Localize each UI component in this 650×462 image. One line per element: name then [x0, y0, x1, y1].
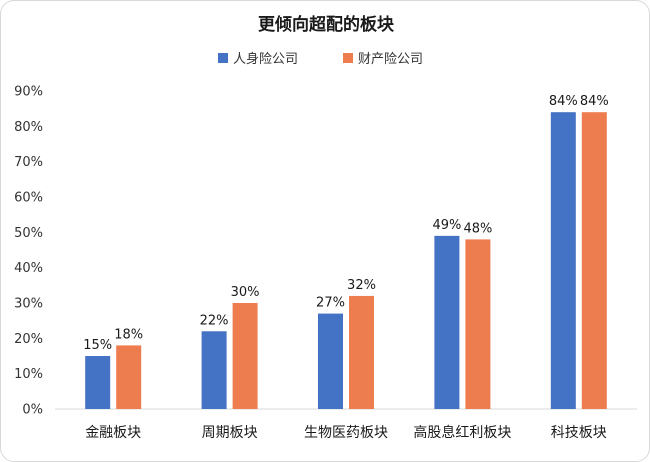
- y-tick-label: 80%: [14, 120, 43, 135]
- y-tick-label: 10%: [14, 367, 43, 382]
- data-label-life-3: 49%: [432, 218, 461, 233]
- data-label-property-2: 32%: [347, 278, 376, 293]
- x-axis: 金融板块 周期板块 生物医药板块 高股息红利板块 科技板块: [85, 424, 607, 441]
- legend: 人身险公司 财产险公司: [218, 51, 423, 67]
- x-category-label: 生物医药板块: [304, 425, 388, 441]
- bar-life-4: [550, 112, 576, 409]
- data-label-life-4: 84%: [549, 94, 578, 109]
- bar-property-3: [465, 239, 491, 409]
- y-tick-label: 90%: [14, 85, 43, 100]
- x-category-label: 科技板块: [551, 425, 607, 441]
- legend-label-life: 人身险公司: [233, 51, 298, 67]
- bar-property-1: [232, 303, 258, 409]
- y-tick-label: 20%: [14, 332, 43, 347]
- data-label-life-1: 22%: [200, 313, 229, 328]
- bar-property-4: [581, 112, 607, 409]
- bar-life-0: [85, 356, 111, 409]
- data-label-property-0: 18%: [114, 327, 143, 342]
- bars: [85, 112, 607, 409]
- legend-swatch-property: [343, 53, 353, 63]
- y-tick-label: 30%: [14, 297, 43, 312]
- data-label-life-2: 27%: [316, 296, 345, 311]
- bar-life-1: [201, 331, 227, 409]
- bar-life-3: [434, 235, 460, 409]
- y-tick-label: 70%: [14, 155, 43, 170]
- data-labels: 15%18% 22%30% 27%32% 49% 48% 84% 84%: [83, 94, 609, 353]
- x-category-label: 周期板块: [202, 425, 258, 441]
- data-label-life-0: 15%: [83, 338, 112, 353]
- legend-label-property: 财产险公司: [358, 52, 423, 67]
- x-category-label: 金融板块: [85, 425, 141, 441]
- y-tick-label: 60%: [14, 191, 43, 206]
- data-label-property-3: 48%: [463, 221, 492, 236]
- bar-property-0: [116, 345, 142, 409]
- data-label-property-4: 84%: [580, 94, 609, 109]
- x-category-label: 高股息红利板块: [413, 424, 511, 441]
- data-label-property-1: 30%: [231, 285, 260, 300]
- y-tick-label: 50%: [14, 226, 43, 241]
- y-tick-label: 40%: [14, 261, 43, 276]
- chart-title: 更倾向超配的板块: [258, 14, 395, 35]
- y-axis: 0% 10% 20% 30% 40% 50% 60% 70% 80% 90%: [14, 85, 43, 418]
- y-tick-label: 0%: [22, 403, 43, 418]
- bar-property-2: [349, 295, 374, 409]
- legend-swatch-life: [218, 53, 228, 63]
- bar-life-2: [318, 313, 343, 409]
